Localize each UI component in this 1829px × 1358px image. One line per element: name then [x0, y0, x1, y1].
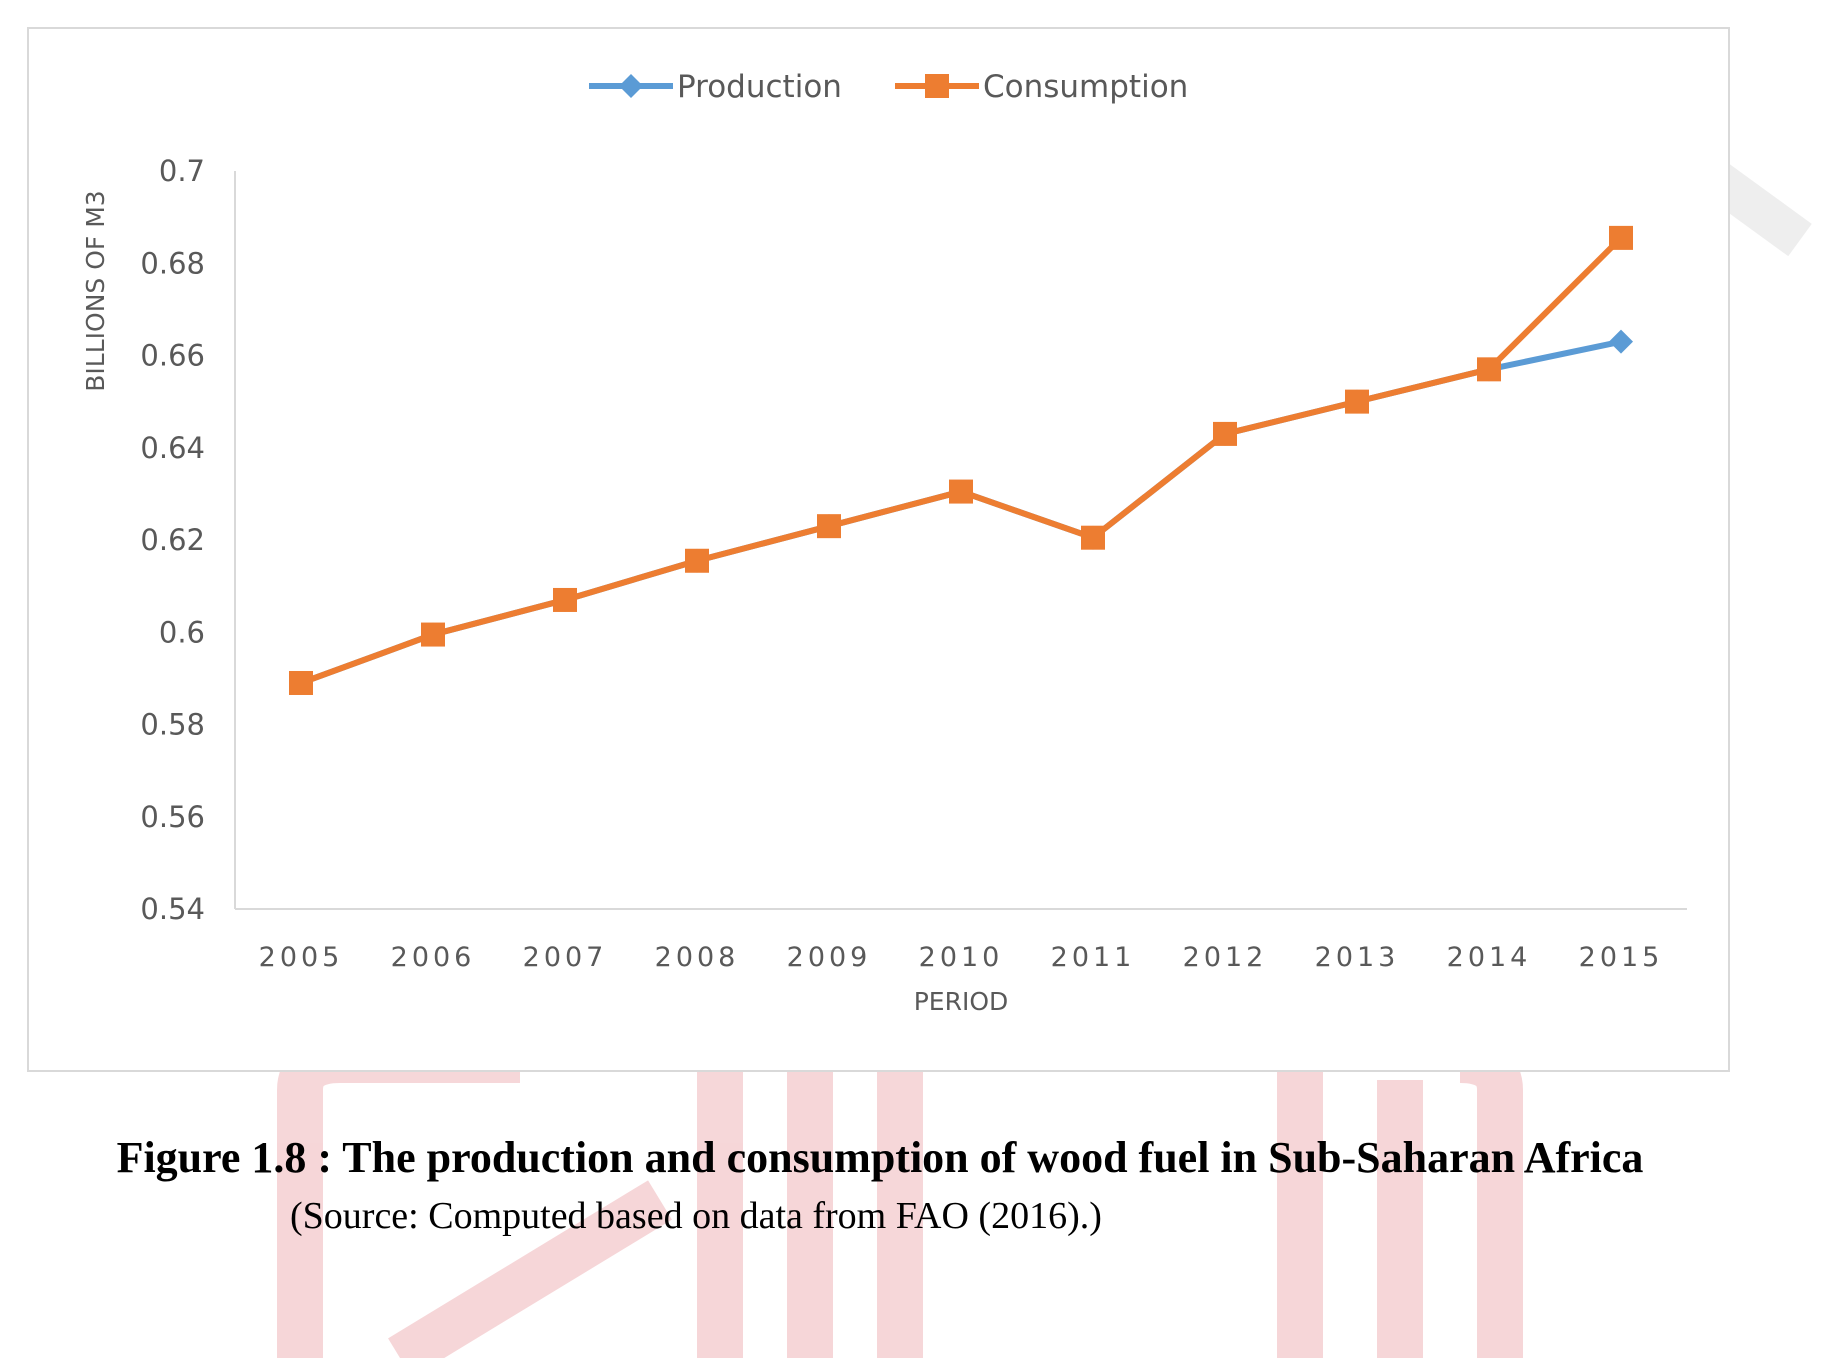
legend-item-consumption: Consumption: [895, 69, 1188, 105]
legend-label: Production: [677, 69, 842, 105]
series-line: [299, 235, 1624, 686]
series-layer: [289, 225, 1633, 695]
x-tick-label: 2012: [1183, 942, 1268, 973]
x-tick-label: 2015: [1579, 942, 1664, 973]
data-point-square: [1213, 421, 1237, 446]
x-tick-label: 2008: [655, 942, 740, 973]
data-point-square: [685, 548, 709, 573]
legend-label: Consumption: [983, 69, 1188, 105]
y-tick-label: 0.68: [140, 246, 205, 280]
series-line: [299, 338, 1622, 686]
series-consumption: [289, 225, 1633, 695]
data-point-square: [1477, 357, 1501, 382]
figure-caption-source: (Source: Computed based on data from FAO…: [290, 1195, 1102, 1237]
legend-item-production: Production: [589, 69, 842, 105]
data-point-square: [421, 622, 445, 647]
x-tick-label: 2014: [1447, 942, 1532, 973]
x-tick-label: 2005: [259, 942, 344, 973]
figure-caption-title: Figure 1.8 : The production and consumpt…: [116, 1133, 1644, 1182]
y-tick-label: 0.7: [159, 154, 205, 188]
chart-frame: Production Consumption 0.54 0.56 0.58 0.6 0.6…: [27, 27, 1730, 1072]
x-axis-title: PERIOD: [914, 987, 1009, 1016]
data-point-square: [553, 587, 577, 612]
y-axis-title: BILLIONS OF M3: [81, 190, 110, 391]
y-tick-label: 0.62: [140, 523, 205, 557]
x-tick-label: 2009: [787, 942, 872, 973]
data-point-square: [1609, 225, 1633, 250]
y-tick-label: 0.6: [159, 615, 205, 649]
y-tick-label: 0.58: [140, 708, 205, 742]
y-tick-label: 0.56: [140, 800, 205, 834]
line-chart: Production Consumption 0.54 0.56 0.58 0.6 0.6…: [81, 69, 1687, 1016]
x-tick-label: 2007: [523, 942, 608, 973]
legend-square-marker: [925, 74, 949, 98]
x-tick-label: 2010: [919, 942, 1004, 973]
data-point-square: [949, 479, 973, 504]
data-point-square: [1081, 525, 1105, 550]
y-axis: 0.54 0.56 0.58 0.6 0.62 0.64 0.66 0.68 0.7: [140, 154, 236, 926]
data-point-diamond: [1609, 329, 1633, 354]
y-tick-label: 0.54: [140, 892, 205, 926]
x-tick-label: 2011: [1051, 942, 1136, 973]
x-tick-label: 2013: [1315, 942, 1400, 973]
y-tick-label: 0.64: [140, 431, 205, 465]
legend: Production Consumption: [589, 69, 1188, 105]
data-point-square: [289, 670, 313, 695]
data-point-square: [1345, 389, 1369, 414]
legend-diamond-marker: [619, 74, 643, 98]
x-axis: 2005 2006 2007 2008 2009 2010 2011 2012 2013 2014…: [235, 908, 1687, 973]
data-point-square: [817, 514, 841, 539]
y-tick-label: 0.66: [140, 339, 205, 373]
x-tick-label: 2006: [391, 942, 476, 973]
